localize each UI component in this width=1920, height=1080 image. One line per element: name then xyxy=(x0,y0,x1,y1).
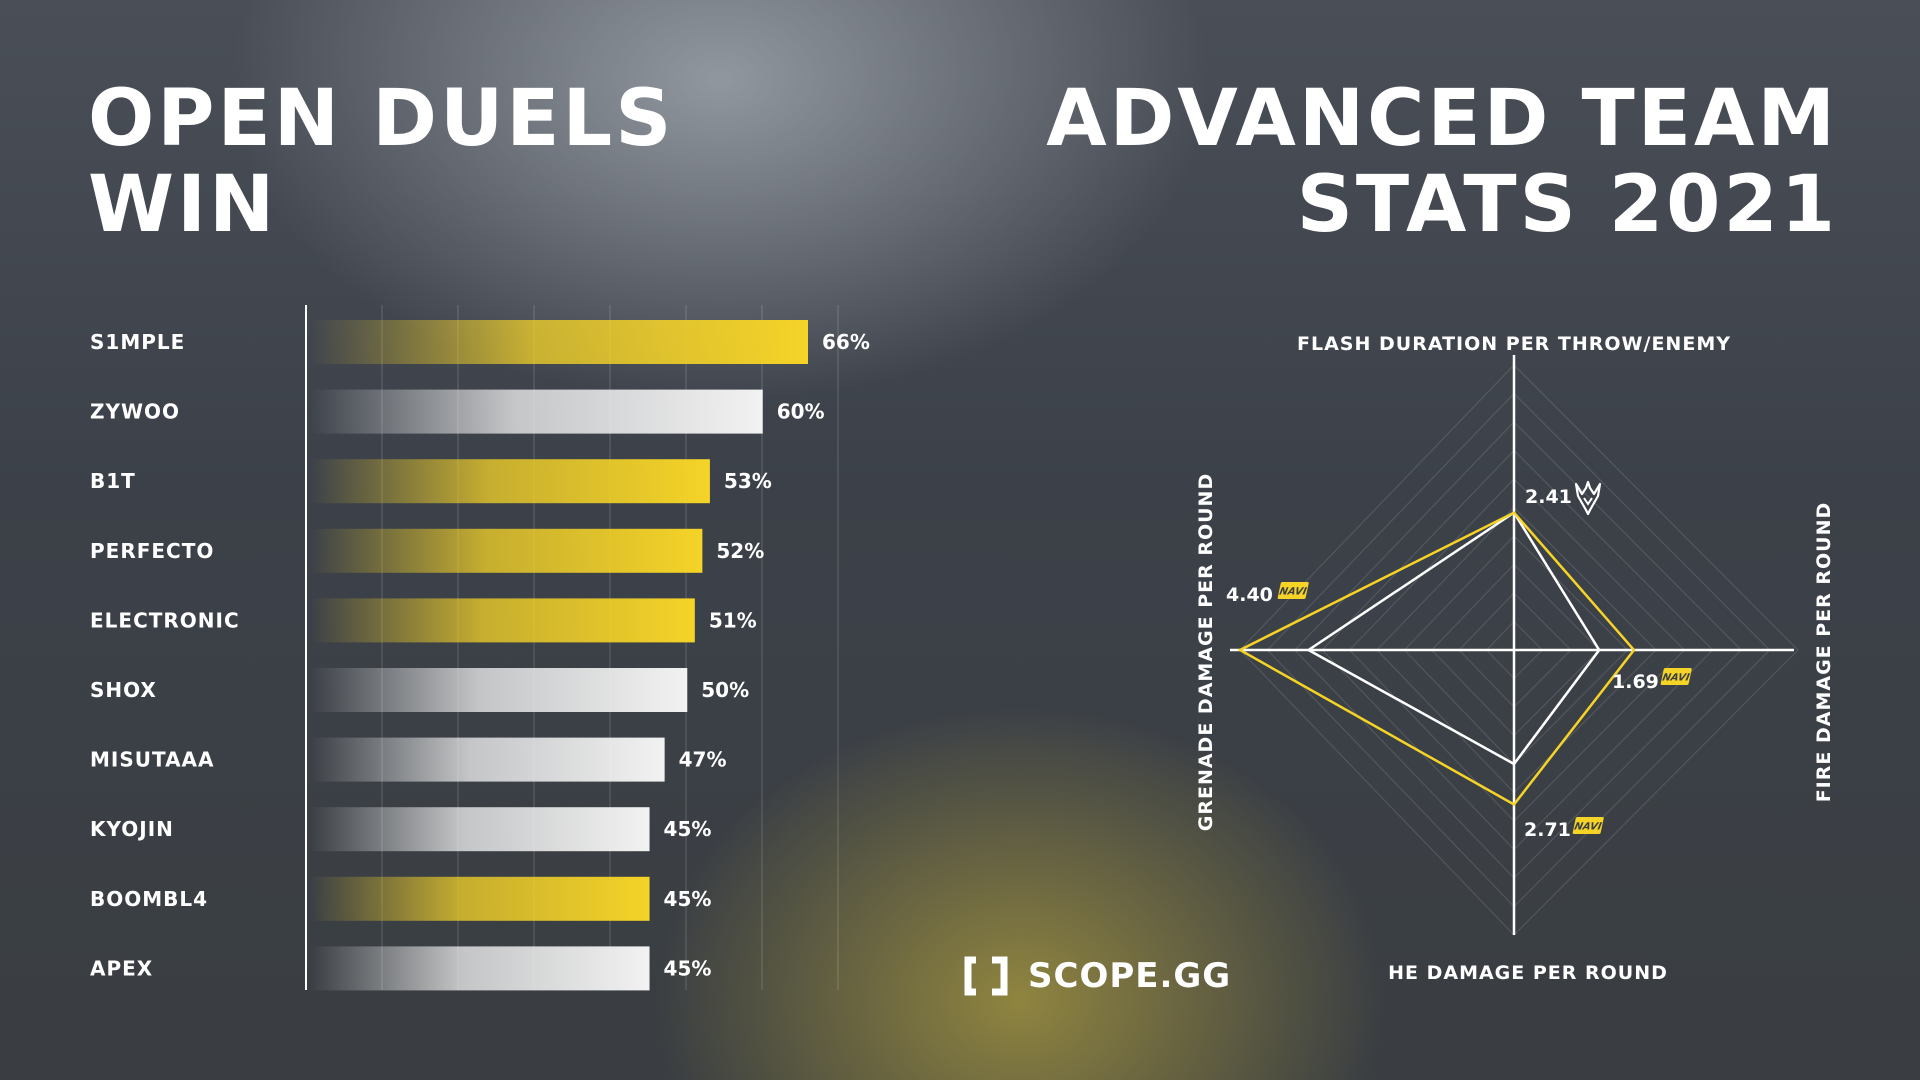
radar-series-navi xyxy=(1237,511,1636,807)
bar xyxy=(310,876,650,921)
player-label: MISUTAAA xyxy=(90,748,215,772)
bar-value-label: 53% xyxy=(724,469,772,493)
player-label: APEX xyxy=(90,956,153,980)
title-line: WIN xyxy=(88,160,278,250)
radar-series xyxy=(1237,510,1636,807)
bar xyxy=(310,737,665,782)
navi-logo-bg xyxy=(1660,668,1692,685)
player-label: KYOJIN xyxy=(90,817,174,841)
bar xyxy=(310,946,650,991)
scope-gg-brand: SCOPE.GG xyxy=(962,954,1231,998)
title-line: OPEN DUELS xyxy=(88,74,675,164)
player-label: PERFECTO xyxy=(90,539,214,563)
radar-value-label: 1.69 xyxy=(1612,671,1659,693)
radar-value-label: 2.41 xyxy=(1525,486,1572,508)
bar-marks: S1MPLE 66% ZYWOO 60% B1T 53% PERFECTO 52% ELECTR… xyxy=(90,320,870,991)
player-label: S1MPLE xyxy=(90,330,185,354)
radar-series-vitality xyxy=(1306,510,1601,766)
title-line: STATS 2021 xyxy=(1296,160,1838,250)
player-label: B1T xyxy=(90,469,136,493)
navi-logo-icon: NAVI xyxy=(1277,582,1309,599)
bar-value-label: 60% xyxy=(777,400,825,424)
player-label: BOOMBL4 xyxy=(90,887,208,911)
navi-logo-bg xyxy=(1277,582,1309,599)
advanced-stats-title: ADVANCED TEAM STATS 2021 xyxy=(938,76,1838,248)
radar-value-label: 4.40 xyxy=(1226,584,1273,606)
axis-label-bottom: HE DAMAGE PER ROUND xyxy=(1388,962,1668,984)
navi-logo-icon: NAVI xyxy=(1660,668,1692,685)
bar-value-label: 47% xyxy=(679,748,727,772)
bar-value-label: 50% xyxy=(701,678,749,702)
vitality-logo-shape xyxy=(1574,480,1602,516)
navi-logo-letters: NAVI xyxy=(1661,673,1690,684)
bar xyxy=(310,598,695,643)
axis-label-top: FLASH DURATION PER THROW/ENEMY xyxy=(1297,333,1731,355)
bar xyxy=(310,459,710,504)
bar xyxy=(310,528,703,573)
scope-bracket-logo-icon xyxy=(964,956,1008,996)
title-line: ADVANCED TEAM xyxy=(1046,74,1838,164)
axis-label-left: GRENADE DAMAGE PER ROUND xyxy=(1195,473,1217,832)
radar-text: FLASH DURATION PER THROW/ENEMY HE DAMAGE … xyxy=(1195,333,1835,984)
navi-logo-bg xyxy=(1572,817,1604,834)
bar xyxy=(310,320,808,364)
brand-name: SCOPE.GG xyxy=(1028,956,1232,996)
navi-logo-letters: NAVI xyxy=(1278,587,1307,598)
bar-value-label: 45% xyxy=(664,817,712,841)
bar-value-label: 45% xyxy=(664,887,712,911)
player-label: ELECTRONIC xyxy=(90,608,240,632)
player-label: ZYWOO xyxy=(90,400,180,424)
bar xyxy=(310,389,763,434)
vitality-logo-icon xyxy=(1574,480,1602,516)
bar-value-label: 66% xyxy=(822,330,870,354)
vitality-logo-detail xyxy=(1583,497,1593,506)
open-duels-title: OPEN DUELS WIN xyxy=(88,76,788,248)
radar-web xyxy=(1230,355,1799,936)
navi-logo-letters: NAVI xyxy=(1573,822,1602,833)
navi-logo-icon: NAVI xyxy=(1572,817,1604,834)
axis-label-right: FIRE DAMAGE PER ROUND xyxy=(1813,502,1835,803)
bar-value-label: 51% xyxy=(709,608,757,632)
bar-value-label: 52% xyxy=(716,539,764,563)
bar xyxy=(310,668,688,712)
bar-value-label: 45% xyxy=(664,956,712,980)
radar-value-label: 2.71 xyxy=(1524,819,1571,841)
player-label: SHOX xyxy=(90,678,157,702)
bar xyxy=(310,807,650,852)
open-duels-bar-chart: S1MPLE 66% ZYWOO 60% B1T 53% PERFECTO 52% ELECTR… xyxy=(90,320,870,991)
